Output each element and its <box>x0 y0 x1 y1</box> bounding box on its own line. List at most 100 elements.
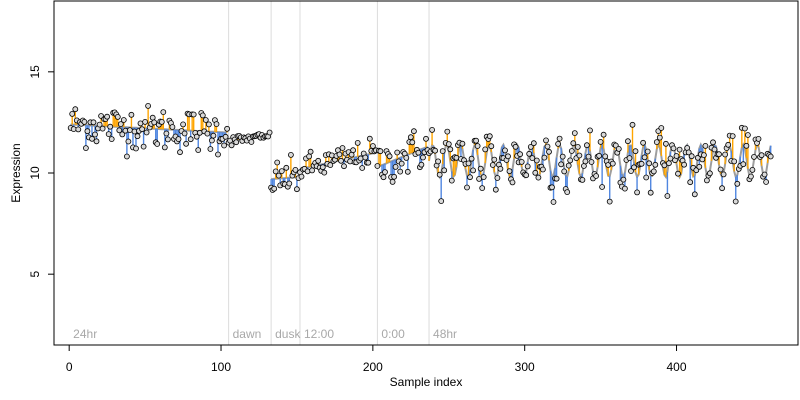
data-point <box>663 140 669 147</box>
data-point <box>620 176 627 183</box>
data-point <box>404 168 411 175</box>
x-axis-title: Sample index <box>390 375 463 389</box>
data-point <box>579 176 586 183</box>
data-point <box>568 148 575 154</box>
data-point <box>119 131 126 138</box>
data-point <box>643 174 650 181</box>
data-point <box>676 146 683 153</box>
data-point <box>588 159 595 165</box>
annotation-label: 24hr <box>73 327 97 341</box>
data-point <box>559 153 566 160</box>
data-point <box>564 189 571 196</box>
data-point <box>309 167 316 174</box>
data-point <box>163 130 170 137</box>
data-point <box>228 142 235 149</box>
data-point <box>438 198 445 205</box>
data-point <box>83 145 89 152</box>
data-point <box>518 158 525 165</box>
data-point <box>691 191 698 198</box>
data-point <box>555 140 561 147</box>
data-point <box>374 163 381 169</box>
data-point <box>524 163 531 170</box>
data-point <box>570 140 577 147</box>
data-point <box>357 155 364 162</box>
data-point <box>271 185 278 192</box>
data-point <box>145 103 152 109</box>
data-point <box>445 141 452 148</box>
data-point <box>436 171 443 178</box>
data-point <box>169 124 176 130</box>
data-point <box>336 151 343 158</box>
data-point <box>319 164 326 171</box>
data-point <box>561 168 568 175</box>
x-tick-label: 100 <box>211 360 231 374</box>
data-point <box>272 168 279 175</box>
data-point <box>473 137 480 144</box>
data-point <box>84 128 91 135</box>
data-point <box>494 175 501 181</box>
data-point <box>418 161 425 168</box>
data-point <box>140 143 147 150</box>
annotation-label: 12:00 <box>304 327 334 341</box>
data-point <box>491 156 498 163</box>
data-point <box>650 168 657 175</box>
data-point <box>530 140 537 147</box>
data-point <box>444 128 451 135</box>
data-point <box>380 174 387 181</box>
data-point <box>164 136 171 143</box>
data-point <box>622 185 628 192</box>
data-point <box>391 173 398 180</box>
data-point <box>719 185 725 192</box>
data-point <box>213 121 220 127</box>
data-point <box>105 131 112 138</box>
data-point <box>576 152 583 159</box>
data-point <box>749 166 756 173</box>
data-point <box>615 145 622 152</box>
data-point <box>139 126 146 133</box>
data-point <box>553 175 560 182</box>
data-point <box>205 121 212 128</box>
data-point <box>93 138 100 145</box>
data-point <box>729 133 736 140</box>
x-tick-label: 200 <box>363 360 383 374</box>
data-point <box>465 160 472 167</box>
data-point <box>180 121 187 128</box>
x-axis: 0 100 200 300 400 <box>66 344 687 374</box>
data-point <box>571 130 578 137</box>
data-point <box>602 153 609 160</box>
data-point <box>743 142 750 149</box>
data-point <box>350 147 357 154</box>
data-point <box>734 180 741 187</box>
data-point <box>751 153 757 160</box>
x-tick-label: 0 <box>66 360 73 374</box>
annotation-label: dawn <box>233 327 262 341</box>
data-point <box>529 155 536 162</box>
data-point <box>489 162 496 168</box>
y-axis-title: Expression <box>9 143 23 202</box>
x-tick-label: 400 <box>667 360 687 374</box>
data-point <box>656 134 663 141</box>
data-point <box>124 153 130 160</box>
data-point <box>133 145 139 152</box>
data-point <box>459 140 466 147</box>
data-point <box>117 121 124 127</box>
data-point <box>673 153 680 159</box>
y-tick-label: 5 <box>28 271 42 278</box>
data-point <box>306 153 313 160</box>
data-point <box>517 151 523 158</box>
data-point <box>533 157 540 164</box>
data-point <box>720 171 727 178</box>
data-point <box>183 140 190 147</box>
data-point <box>410 128 417 135</box>
data-point <box>625 138 631 145</box>
data-point <box>362 154 369 161</box>
data-point <box>638 160 645 167</box>
data-point <box>685 149 692 156</box>
data-point <box>681 161 687 168</box>
data-point <box>275 172 282 179</box>
data-point <box>742 125 748 132</box>
data-point <box>104 113 110 120</box>
data-point <box>480 174 487 181</box>
data-point <box>409 139 416 146</box>
